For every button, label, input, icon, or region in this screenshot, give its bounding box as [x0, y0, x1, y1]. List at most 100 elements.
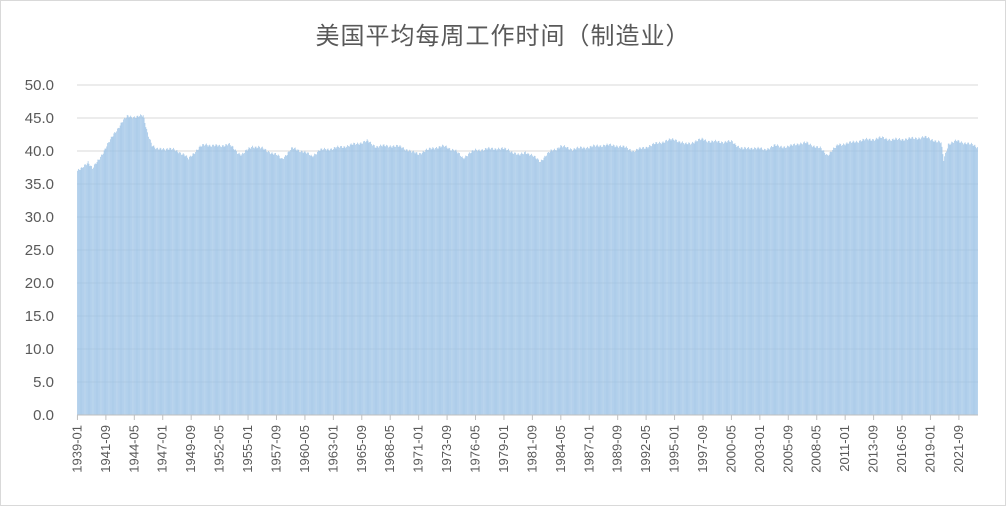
bar — [172, 149, 173, 415]
bar — [867, 139, 868, 415]
bar — [837, 145, 839, 415]
bar — [320, 148, 322, 415]
bar — [218, 145, 220, 415]
bar — [963, 143, 965, 415]
bar — [923, 137, 925, 415]
bar — [699, 140, 701, 415]
bar — [962, 142, 963, 415]
bar — [296, 150, 298, 415]
bar — [233, 149, 235, 415]
bar — [276, 154, 277, 415]
bar — [283, 159, 284, 415]
bar — [291, 147, 292, 415]
bar — [554, 148, 555, 415]
bar — [315, 154, 316, 416]
bar — [523, 154, 524, 416]
bar — [836, 144, 838, 415]
bar — [247, 149, 249, 416]
bar — [927, 138, 929, 415]
bar — [666, 139, 667, 415]
bar — [478, 149, 480, 415]
x-tick-label: 1963-01 — [325, 425, 340, 473]
bar — [113, 133, 115, 415]
bar — [693, 143, 695, 415]
bar — [164, 149, 165, 416]
bar — [269, 152, 270, 416]
bar — [135, 117, 137, 416]
bar — [340, 146, 341, 415]
bar — [941, 146, 943, 416]
bar — [749, 149, 751, 415]
bar — [712, 140, 714, 415]
bar — [363, 141, 364, 415]
bar — [524, 152, 525, 415]
bar — [177, 152, 179, 415]
bar — [726, 142, 728, 415]
bar — [601, 147, 603, 415]
bar — [378, 147, 380, 416]
bar — [418, 154, 420, 415]
bar — [533, 155, 535, 415]
bar — [674, 140, 675, 415]
bar — [715, 141, 717, 415]
bar — [692, 142, 694, 415]
bar — [588, 148, 590, 415]
bar — [798, 145, 800, 416]
bar — [470, 152, 472, 415]
bar — [295, 149, 297, 415]
bar — [105, 148, 107, 416]
bar — [576, 147, 578, 415]
bar — [828, 154, 830, 416]
bar — [173, 149, 175, 415]
bar — [353, 142, 355, 416]
bar — [609, 144, 611, 416]
bar — [94, 163, 96, 415]
bar — [809, 144, 810, 415]
bar — [238, 152, 240, 415]
bar — [479, 151, 481, 415]
bar — [653, 144, 655, 416]
bar — [245, 150, 246, 415]
bar — [783, 146, 785, 415]
bar — [827, 155, 829, 416]
bar — [299, 152, 300, 415]
bar — [292, 147, 293, 415]
bar — [215, 144, 217, 415]
bar — [197, 149, 199, 415]
bar — [872, 138, 874, 415]
bar — [474, 150, 475, 416]
bar — [130, 115, 132, 415]
bar — [595, 146, 596, 415]
bar — [608, 145, 610, 416]
bar — [570, 148, 571, 415]
bar — [548, 152, 549, 415]
x-tick-label: 1960-05 — [297, 425, 312, 473]
bar — [615, 146, 617, 415]
bar — [636, 149, 638, 415]
bar — [235, 149, 236, 416]
bar — [261, 146, 263, 416]
bar — [639, 147, 641, 415]
bar — [701, 137, 703, 415]
bar — [943, 160, 945, 415]
bar — [938, 141, 940, 415]
bar — [372, 144, 374, 415]
bar — [358, 144, 360, 415]
bar — [559, 147, 561, 416]
bar — [221, 145, 223, 415]
bar — [202, 144, 204, 415]
bar — [823, 150, 825, 415]
bar — [253, 148, 255, 415]
bar — [473, 151, 475, 415]
bar — [852, 140, 854, 415]
bar — [415, 152, 417, 415]
bar — [555, 150, 556, 415]
bar — [205, 144, 206, 415]
bar — [869, 138, 871, 415]
bar — [698, 138, 699, 416]
bar — [691, 143, 692, 415]
bar — [514, 152, 515, 415]
bar — [133, 117, 134, 416]
bar — [500, 147, 502, 415]
bar — [232, 146, 234, 416]
